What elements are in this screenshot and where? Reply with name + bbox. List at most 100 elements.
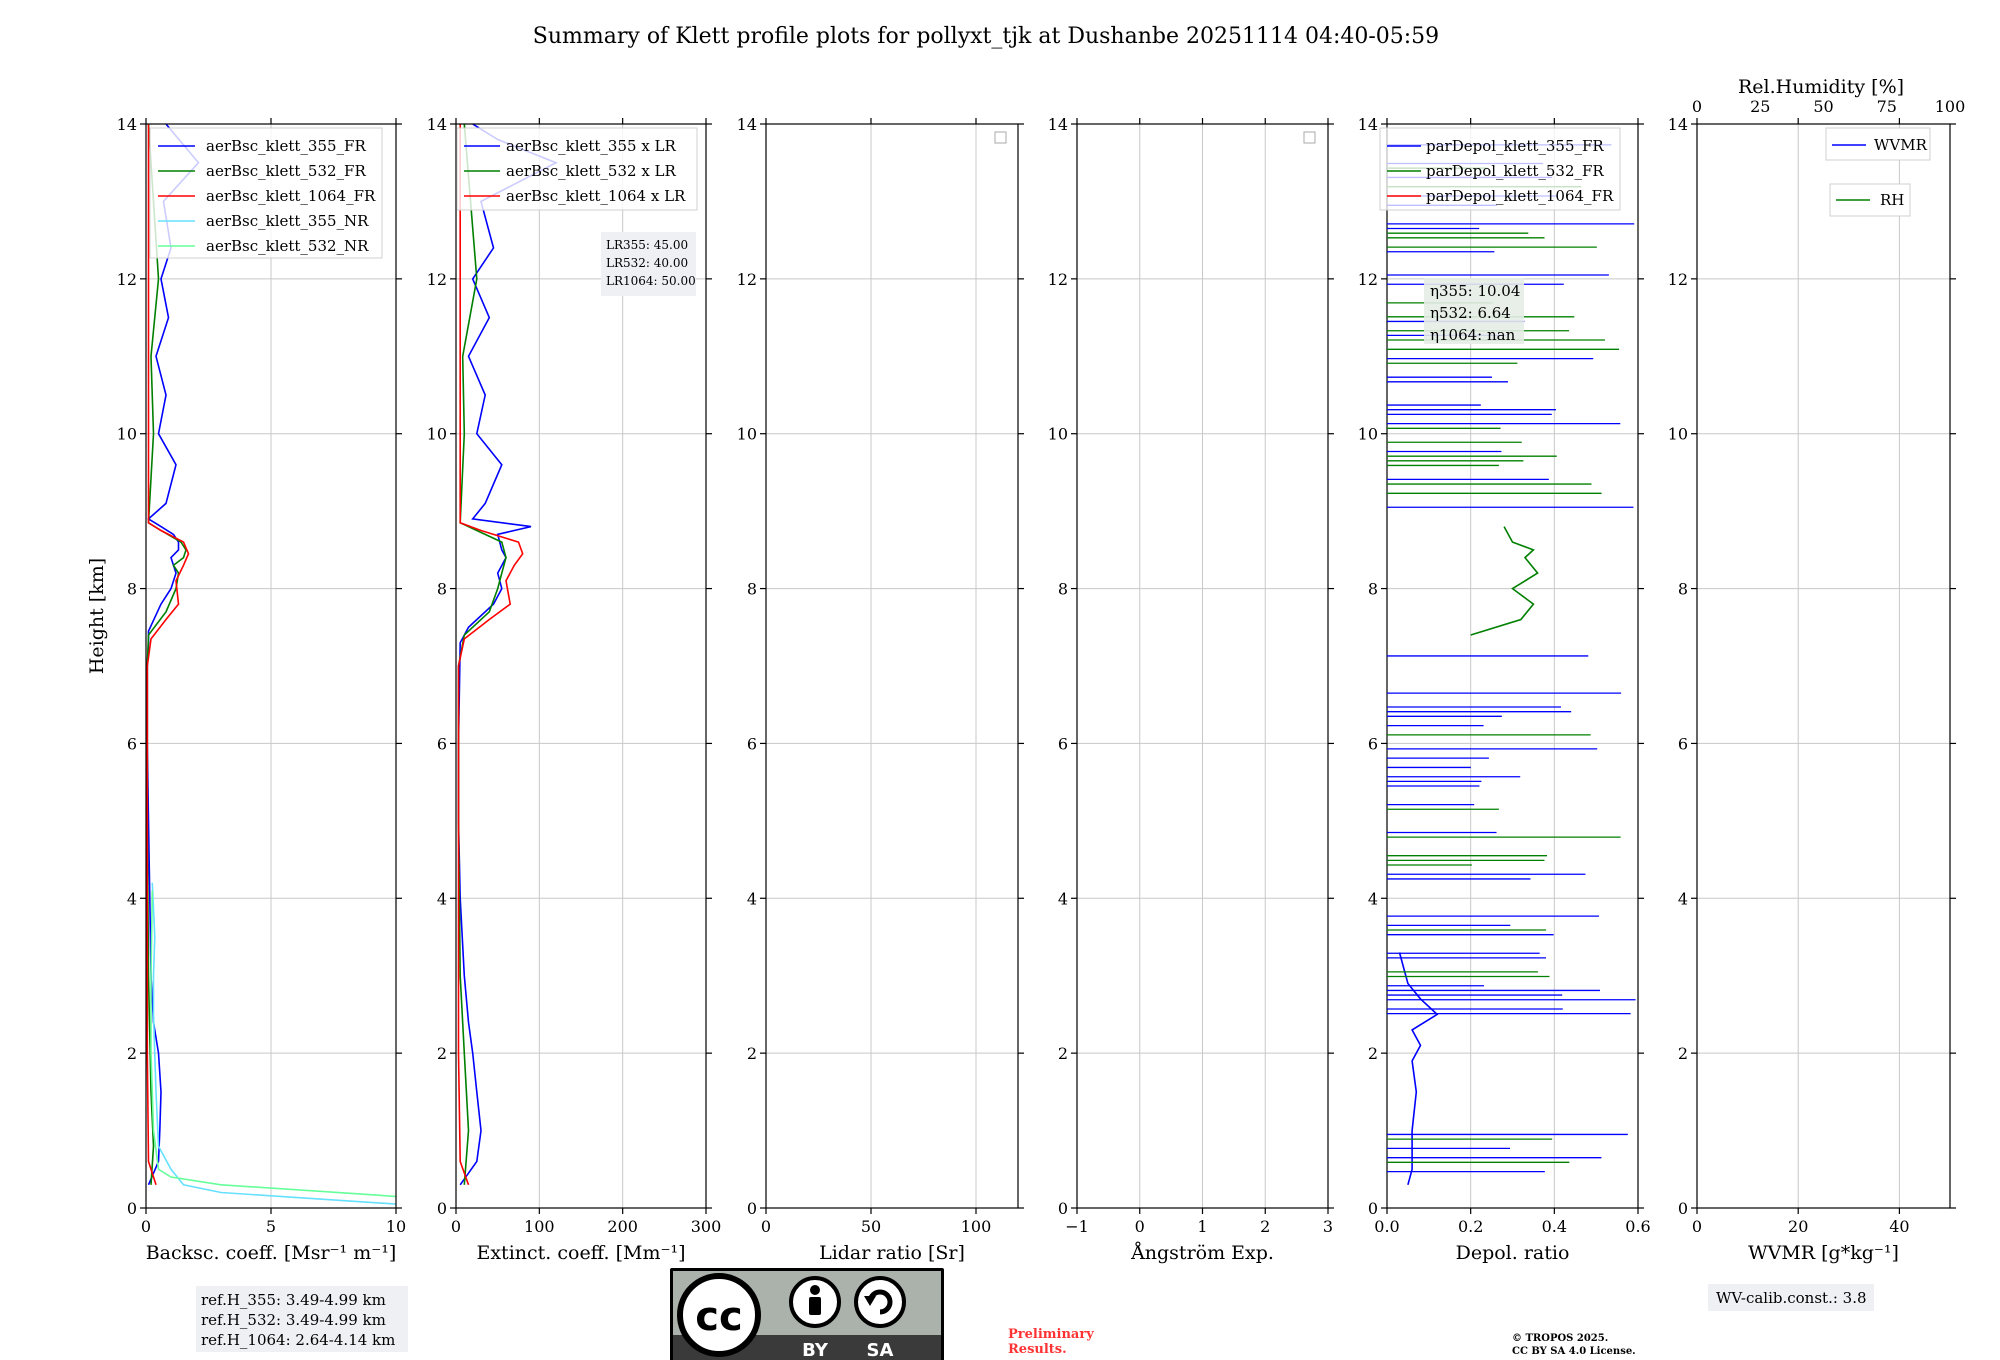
empty-legend-angstrom [1303, 131, 1316, 144]
figure-title: Summary of Klett profile plots for polly… [533, 24, 1439, 49]
legend-rh: RH [1829, 183, 1911, 217]
cc-license-badge: cc BY SA [670, 1268, 944, 1360]
legend-backscatter: aerBsc_klett_355_FR aerBsc_klett_532_FR … [149, 127, 383, 259]
y-tick-label: 8 [1368, 580, 1378, 599]
y-tick-label: 4 [437, 889, 447, 908]
legend-entry: aerBsc_klett_1064 x LR [506, 187, 686, 205]
y-tick-label: 14 [117, 115, 137, 134]
y-tick-label: 2 [1058, 1044, 1068, 1063]
y-tick-label: 2 [1678, 1044, 1688, 1063]
top-tick-label: 0 [1692, 97, 1702, 116]
y-tick-label: 4 [747, 889, 757, 908]
x-tick-label: 0 [1692, 1217, 1702, 1236]
y-tick-label: 6 [127, 734, 137, 753]
axes-frame [1696, 123, 1951, 1209]
legend-entry: parDepol_klett_1064_FR [1426, 187, 1614, 205]
series-line-aerBsc_klett_355_FR [146, 123, 200, 1186]
series-line-aerBsc_klett_1064_FR [146, 124, 190, 1186]
y-tick-label: 2 [747, 1044, 757, 1063]
y-tick-label: 12 [117, 270, 137, 289]
y-tick-label: 0 [1678, 1199, 1688, 1218]
y-tick-label: 10 [1048, 425, 1068, 444]
x-axis-label: WVMR [g*kg⁻¹] [1748, 1242, 1899, 1264]
x-tick-label: 0 [1135, 1217, 1145, 1236]
lidar-ratio-box: LR355: 45.00 LR532: 40.00 LR1064: 50.00 [601, 232, 696, 296]
top-tick-label: 75 [1877, 97, 1897, 116]
y-tick-label: 14 [1668, 115, 1688, 134]
preliminary-line-1: Preliminary [1008, 1327, 1094, 1342]
preliminary-line-2: Results. [1008, 1342, 1067, 1357]
copyright-line-2: CC BY SA 4.0 License. [1512, 1346, 1636, 1357]
legend-entry: aerBsc_klett_355 x LR [506, 137, 677, 155]
series-line-aerBsc_klett_532_FR [146, 123, 187, 1185]
ref-height-box: ref.H_355: 3.49-4.99 km ref.H_532: 3.49-… [196, 1286, 408, 1352]
y-tick-label: 4 [127, 889, 137, 908]
legend-depol: parDepol_klett_355_FR parDepol_klett_532… [1379, 127, 1621, 211]
axes-frame [765, 123, 1019, 1209]
x-tick-label: 50 [861, 1217, 881, 1236]
badge-sa: SA [867, 1340, 894, 1360]
legend-extinction: aerBsc_klett_355 x LR aerBsc_klett_532 x… [456, 127, 698, 211]
y-tick-label: 10 [117, 425, 137, 444]
series-line-parDepol_klett_355_FR [1398, 952, 1439, 1186]
y-tick-label: 8 [1678, 580, 1688, 599]
y-tick-label: 0 [1368, 1199, 1378, 1218]
y-tick-label: 14 [737, 115, 757, 134]
series-line-aerBsc_klett_532 x LR [457, 123, 507, 1185]
x-tick-label: −1 [1065, 1217, 1089, 1236]
y-tick-label: 4 [1368, 889, 1378, 908]
x-tick-label: 0.0 [1374, 1217, 1399, 1236]
ref-h-532: ref.H_532: 3.49-4.99 km [201, 1311, 386, 1329]
x-tick-label: 0 [761, 1217, 771, 1236]
cc-logo-icon [677, 1273, 761, 1357]
legend-entry: aerBsc_klett_1064_FR [206, 187, 376, 205]
y-tick-label: 0 [1058, 1199, 1068, 1218]
x-tick-label: 2 [1260, 1217, 1270, 1236]
y-axis-label: Height [km] [86, 558, 108, 674]
y-tick-label: 8 [437, 580, 447, 599]
x-tick-label: 3 [1323, 1217, 1333, 1236]
y-tick-label: 10 [427, 425, 447, 444]
wv-calib-text: WV-calib.const.: 3.8 [1716, 1289, 1867, 1307]
legend-entry: WVMR [1874, 136, 1928, 154]
x-axis-label: Depol. ratio [1456, 1242, 1570, 1264]
lr-355: LR355: 45.00 [606, 238, 688, 252]
copyright-line-1: © TROPOS 2025. [1512, 1333, 1608, 1344]
y-tick-label: 4 [1058, 889, 1068, 908]
y-tick-label: 14 [427, 115, 447, 134]
legend-entry: aerBsc_klett_532_NR [206, 237, 369, 255]
x-axis-label: Backsc. coeff. [Msr⁻¹ m⁻¹] [146, 1242, 397, 1264]
y-tick-label: 12 [1668, 270, 1688, 289]
wv-calib-box: WV-calib.const.: 3.8 [1708, 1284, 1874, 1311]
y-tick-label: 8 [127, 580, 137, 599]
lr-1064: LR1064: 50.00 [606, 274, 696, 288]
axes-frame [455, 123, 707, 1209]
legend-entry: parDepol_klett_532_FR [1426, 162, 1604, 180]
series-line-aerBsc_klett_355 x LR [457, 123, 558, 1186]
eta-box: η355: 10.04 η532: 6.64 η1064: nan [1424, 278, 1524, 344]
y-tick-label: 8 [747, 580, 757, 599]
ref-h-1064: ref.H_1064: 2.64-4.14 km [201, 1331, 395, 1349]
y-tick-label: 6 [1368, 734, 1378, 753]
legend-entry: aerBsc_klett_532 x LR [506, 162, 677, 180]
axes-frame [1386, 123, 1639, 1209]
x-tick-label: 100 [524, 1217, 555, 1236]
legend-entry: parDepol_klett_355_FR [1426, 137, 1604, 155]
y-tick-label: 12 [737, 270, 757, 289]
x-tick-label: 20 [1788, 1217, 1808, 1236]
y-tick-label: 12 [427, 270, 447, 289]
x-tick-label: 10 [386, 1217, 406, 1236]
x-tick-label: 100 [961, 1217, 992, 1236]
eta-532: η532: 6.64 [1430, 304, 1511, 322]
y-tick-label: 14 [1358, 115, 1378, 134]
svg-text:cc: cc [695, 1294, 742, 1340]
y-tick-label: 6 [1058, 734, 1068, 753]
legend-entry: RH [1880, 191, 1904, 209]
empty-legend-lidar-ratio [994, 131, 1007, 144]
legend-wvmr: WVMR [1825, 127, 1931, 161]
y-tick-label: 2 [127, 1044, 137, 1063]
x-tick-label: 40 [1889, 1217, 1909, 1236]
x-tick-label: 0.2 [1458, 1217, 1483, 1236]
y-tick-label: 0 [127, 1199, 137, 1218]
